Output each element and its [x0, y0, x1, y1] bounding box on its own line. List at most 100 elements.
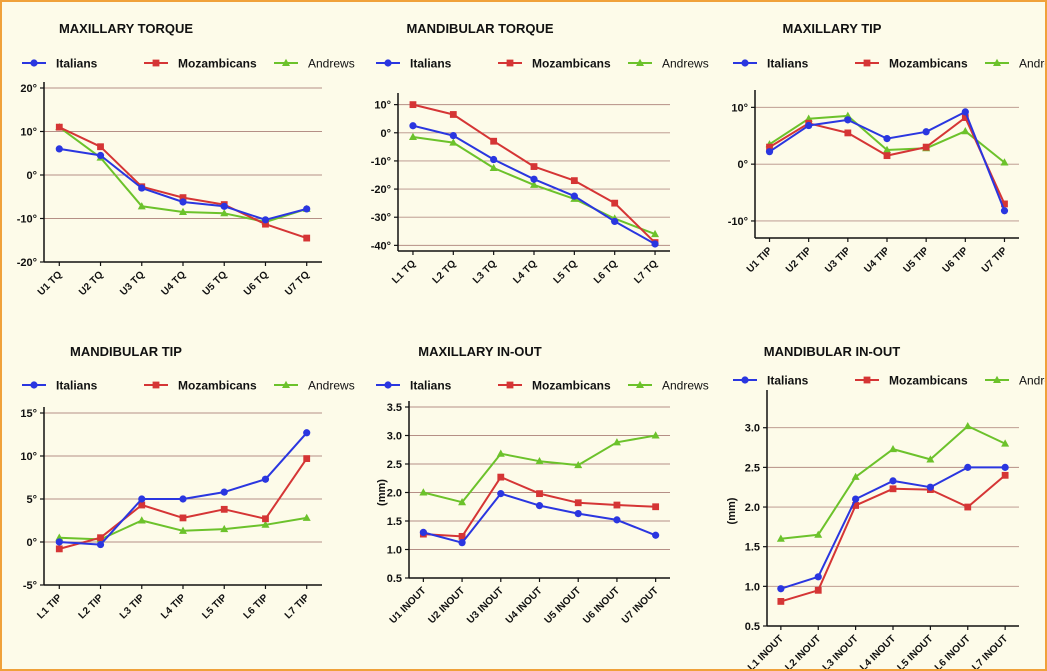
legend-entry-italians: Italians: [22, 379, 98, 393]
data-point: [814, 530, 823, 538]
legend-marker: [30, 59, 38, 67]
series-italians: [765, 108, 1009, 215]
data-point: [137, 202, 146, 210]
series-italians: [777, 463, 1009, 593]
data-point: [303, 205, 311, 213]
legend-marker: [636, 58, 644, 66]
x-tick-label: L3 TQ: [471, 258, 499, 286]
legend-marker: [30, 381, 38, 389]
x-tick-label: L6 TIP: [242, 592, 271, 621]
x-tick-label: L4 TIP: [159, 592, 188, 621]
data-point: [489, 163, 498, 171]
data-point: [220, 488, 228, 496]
data-point: [889, 477, 897, 485]
data-point: [961, 127, 970, 135]
data-point: [97, 143, 104, 151]
series-line: [59, 458, 308, 550]
data-point: [530, 163, 538, 170]
x-tick-label: L6 INOUT: [933, 633, 973, 669]
data-point: [852, 502, 860, 509]
x-tick-label: U6 TIP: [941, 245, 971, 275]
legend-label: Italians: [410, 57, 452, 71]
data-point: [570, 192, 578, 200]
legend-label: Mozambicans: [532, 57, 611, 71]
data-point: [303, 455, 311, 462]
data-point: [179, 514, 187, 522]
y-tick-label: 0°: [26, 170, 37, 182]
legend-entry-andrews: Andrews: [274, 379, 355, 393]
legend-label: Mozambicans: [889, 374, 968, 388]
legend-label: Andrews: [1019, 374, 1045, 388]
y-tick-label: -20°: [371, 184, 391, 196]
data-point: [574, 460, 583, 469]
data-point: [458, 539, 466, 547]
legend-marker: [282, 58, 290, 66]
x-tick-label: L3 TIP: [118, 592, 147, 621]
chart-panel-6: MANDIBULAR IN-OUT Italians Mozambicans Andr…: [726, 344, 1045, 669]
data-point: [1001, 200, 1008, 208]
x-tick-label: L5 INOUT: [896, 633, 936, 669]
data-point: [55, 123, 63, 131]
data-point: [179, 526, 187, 534]
data-point: [179, 198, 187, 206]
series-line: [412, 103, 656, 244]
data-point: [138, 495, 146, 503]
x-tick-label: L7 TQ: [632, 258, 660, 286]
y-tick-label: -10°: [17, 214, 37, 226]
y-tick-label: -10°: [371, 156, 391, 168]
chart-panel-2: MANDIBULAR TORQUE Italians Mozambicans Andr…: [371, 21, 709, 286]
y-tick-label: 3.5: [387, 402, 402, 414]
y-tick-label: 2.0: [387, 488, 402, 500]
data-point: [449, 131, 457, 140]
legend-marker: [993, 58, 1001, 66]
data-point: [883, 152, 891, 160]
y-tick-label: 10°: [20, 127, 37, 139]
legend-label: Andrews: [308, 57, 355, 71]
x-tick-label: L5 TQ: [552, 258, 580, 286]
legend-label: Mozambicans: [178, 379, 257, 393]
data-point: [530, 180, 538, 188]
data-point: [408, 132, 417, 140]
x-tick-label: U1 TIP: [745, 245, 775, 275]
legend-entry-andrews: Andrews: [628, 57, 709, 71]
y-tick-label: 2.5: [745, 462, 760, 474]
x-tick-label: L1 TQ: [390, 258, 418, 286]
legend-marker: [636, 380, 644, 388]
y-tick-label: 10°: [20, 451, 37, 463]
legend-marker: [282, 380, 290, 388]
legend-marker: [863, 59, 871, 67]
data-point: [409, 101, 417, 109]
data-point: [535, 456, 544, 465]
data-point: [963, 421, 972, 430]
legend-entry-mozambicans: Mozambicans: [498, 379, 611, 393]
data-point: [137, 516, 146, 524]
y-axis-label: (mm): [726, 497, 738, 524]
x-tick-label: L2 TIP: [77, 592, 106, 621]
legend-label: Italians: [410, 379, 452, 393]
data-point: [55, 545, 63, 553]
legend-label: Italians: [767, 57, 809, 71]
data-point: [926, 483, 934, 491]
data-point: [497, 490, 505, 498]
data-point: [611, 217, 619, 226]
legend-marker: [741, 59, 749, 67]
data-point: [844, 129, 852, 137]
legend-label: Andrews: [308, 379, 355, 393]
data-point: [611, 199, 619, 207]
x-tick-label: L2 TQ: [431, 258, 459, 286]
data-point: [490, 155, 498, 164]
chart-panel-4: MANDIBULAR TIP Italians Mozambicans Andrews…: [20, 344, 354, 621]
data-point: [651, 431, 660, 439]
chart-panel-1: MAXILLARY TORQUE Italians Mozambicans Andre…: [17, 21, 355, 298]
data-point: [179, 207, 187, 215]
data-point: [613, 501, 621, 509]
x-tick-label: U2 TQ: [77, 269, 106, 298]
y-tick-label: 0°: [737, 159, 748, 171]
x-tick-label: L1 INOUT: [746, 633, 786, 669]
x-tick-label: U7 TQ: [283, 269, 312, 298]
y-tick-label: 2.5: [387, 459, 402, 471]
y-tick-label: 0°: [26, 537, 37, 549]
x-tick-label: U1 TQ: [36, 269, 65, 298]
y-tick-label: 1.0: [745, 581, 760, 593]
y-tick-label: 10°: [731, 102, 748, 114]
